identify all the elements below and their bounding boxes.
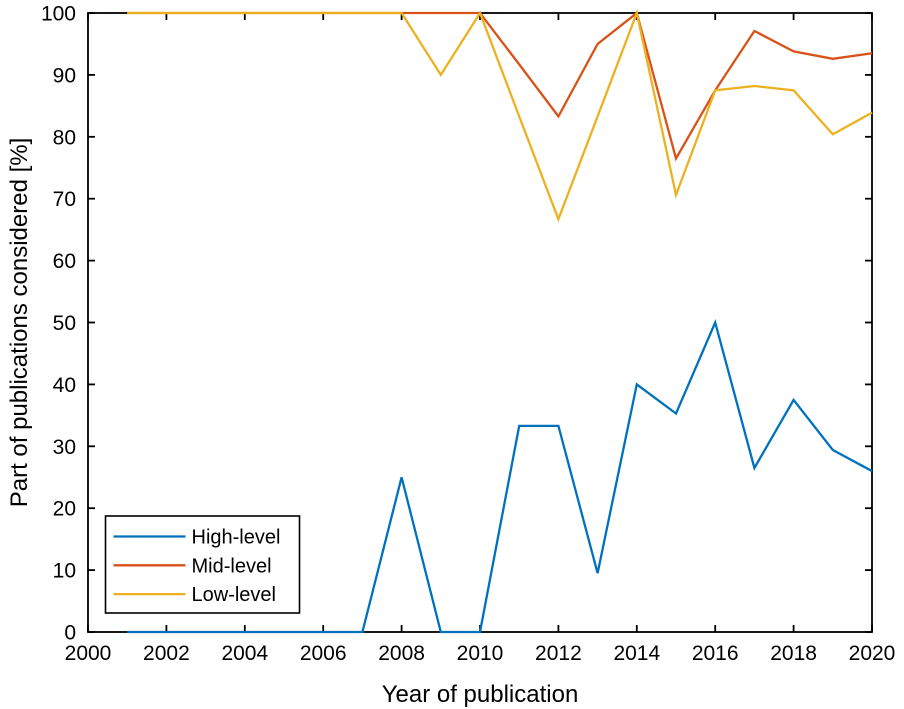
y-tick-label: 90 — [53, 64, 76, 87]
legend-entry: High-level — [113, 527, 281, 549]
legend: High-level Mid-level Low-level — [104, 515, 301, 614]
plot-area: 2000 2002 2004 2006 2008 2010 2012 2014 2016 2018… — [41, 3, 895, 666]
x-tick-label: 2014 — [613, 642, 660, 665]
x-tick-label: 2016 — [692, 642, 739, 665]
x-tick-label: 2018 — [770, 642, 817, 665]
x-tick-label: 2000 — [65, 642, 112, 665]
x-axis-label: Year of publication — [382, 681, 579, 708]
y-tick-label: 0 — [64, 622, 76, 645]
y-tick-label: 50 — [53, 312, 76, 335]
x-tick-label: 2006 — [300, 642, 347, 665]
x-tick-label: 2004 — [221, 642, 268, 665]
y-tick-label: 80 — [53, 126, 76, 149]
legend-label: High-level — [192, 527, 281, 549]
x-tick-label: 2012 — [535, 642, 582, 665]
x-tick-label: 2008 — [378, 642, 425, 665]
x-tick-label: 2010 — [457, 642, 504, 665]
x-tick-label: 2020 — [849, 642, 896, 665]
legend-label: Mid-level — [192, 555, 272, 577]
y-tick-label: 60 — [53, 250, 76, 273]
y-tick-label: 10 — [53, 560, 76, 583]
series-line-high-level — [127, 319, 873, 634]
x-tick-label: 2002 — [143, 642, 190, 665]
y-axis-label: Part of publications considered [%] — [6, 138, 33, 508]
y-tick-label: 70 — [53, 188, 76, 211]
legend-entry: Mid-level — [113, 555, 272, 577]
series-line-low-level — [127, 8, 873, 223]
legend-label: Low-level — [192, 584, 276, 606]
y-tick-label: 100 — [41, 3, 76, 26]
y-tick-label: 20 — [53, 498, 76, 521]
legend-entry: Low-level — [113, 584, 276, 606]
y-tick-label: 30 — [53, 436, 76, 459]
y-tick-label: 40 — [53, 374, 76, 397]
